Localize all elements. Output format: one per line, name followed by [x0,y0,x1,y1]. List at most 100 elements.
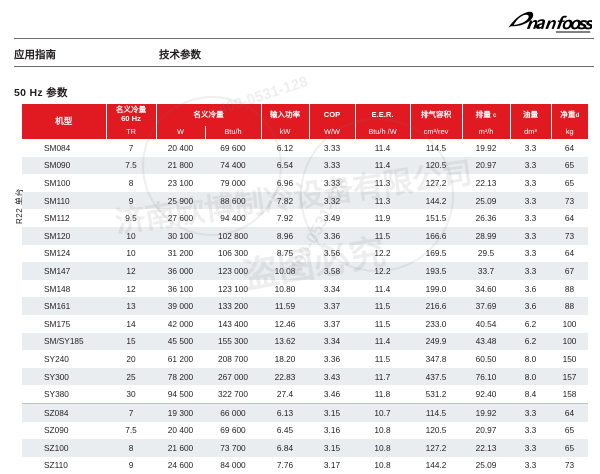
cell-eer: 11.7 [355,367,410,386]
table-row[interactable]: SY240 20 61 200 208 700 18.20 3.36 11.5 347.8 60… [22,350,588,368]
cell-eer: 11.3 [355,191,410,210]
cell-kw: 8.75 [276,248,294,259]
cell-tr: 10 [126,248,136,259]
cell-model: SM090 [22,156,106,175]
cell-oil: 3.6 [510,297,551,315]
cell-tr: 9 [106,191,156,210]
cell-kw: 27.4 [276,389,294,400]
cell-disp: 25.09 [462,191,510,210]
table-row[interactable]: SM110 9 25 900 88 600 7.82 3.32 11.3 144.2 25.09… [22,191,588,210]
table-row[interactable]: SM090 7.5 21 800 74 400 6.54 3.33 11.4 120.5 20.… [22,156,588,175]
cell-tr: 12 [106,262,156,280]
th-nominal-capacity-60hz-l1: 名义冷量 [115,105,147,115]
cell-vol: 233.0 [425,318,447,329]
table-row[interactable]: SM/SY185 15 45 500 155 300 13.62 3.34 11.4 249.… [22,332,588,351]
cell-kw: 7.82 [261,191,309,210]
cell-disp: 43.48 [462,332,510,351]
cell-kg: 150 [562,353,577,364]
document-header: 应用指南 技术参数 [0,0,600,68]
cell-w: 39 000 [156,297,205,315]
cell-tr: 14 [126,318,136,329]
th-unit-btuh: Btu/h [205,126,262,139]
cell-eer: 12.2 [374,248,391,259]
cell-disp: 29.5 [477,248,495,259]
th-unit-btuhw: Btu/h /W [355,126,411,139]
cell-btu: 69 600 [220,142,246,153]
cell-oil: 3.3 [524,248,537,259]
cell-kw: 10.80 [274,283,296,294]
table-row[interactable]: SM124 10 31 200 106 300 8.75 3.56 12.2 169.5 29.… [22,245,588,263]
table-row[interactable]: SM100 8 23 100 79 000 6.96 3.33 11.3 127.2 22.13… [22,174,588,192]
cell-kw: 6.84 [261,439,309,457]
cell-model: SM120 [22,226,106,245]
table-row[interactable]: SZ090 7.5 20 400 69 600 6.45 3.16 10.8 120.5 20.… [22,422,588,440]
cell-kg: 157 [551,367,588,386]
cell-cop: 3.49 [323,213,341,224]
cell-w: 23 100 [167,177,194,188]
table-row[interactable]: SZ084 7 19 300 66 000 6.13 3.15 10.7 114.5 19.92… [22,402,588,422]
cell-cop: 3.37 [323,318,341,329]
cell-disp: 25.09 [475,460,497,471]
cell-vol: 347.8 [425,353,447,364]
cell-cop: 3.36 [323,353,341,364]
cell-vol: 249.9 [410,332,462,351]
cell-vol: 127.2 [425,177,447,188]
cell-kg: 64 [564,142,575,153]
table-row[interactable]: SY300 25 78 200 267 000 22.83 3.43 11.7 437.5 76… [22,367,588,386]
th-nominal-capacity: 名义冷量 [156,104,262,126]
cell-cop: 3.34 [309,332,355,351]
table-row[interactable]: SY380 30 94 500 322 700 27.4 3.46 11.8 531.2 92.… [22,385,588,403]
table-row[interactable]: SM112 9.5 27 600 94 400 7.92 3.49 11.9 151.5 26.… [22,209,588,227]
cell-cop: 3.56 [323,248,341,259]
cell-cop: 3.17 [323,460,341,471]
danfoss-logo [504,8,592,34]
cell-oil: 3.3 [510,226,551,245]
th-oil-charge: 油量 [510,104,552,126]
cell-kg: 73 [564,460,575,471]
table-row[interactable]: SM175 14 42 000 143 400 12.46 3.37 11.5 233.0 40… [22,315,588,333]
cell-oil: 3.3 [524,213,537,224]
cell-eer: 11.9 [374,213,391,224]
table-row[interactable]: SM120 10 30 100 102 800 8.96 3.36 11.5 166.6 28.… [22,226,588,245]
table-row[interactable]: SM148 12 36 100 123 100 10.80 3.34 11.4 199.0 34… [22,280,588,298]
table-header-row-units: TR W Btu/h kW W/W Btu/h /W cm³/rev m³/h … [22,126,588,139]
cell-tr: 15 [106,332,156,351]
cell-oil: 3.3 [524,425,537,436]
cell-kg: 65 [551,439,588,457]
cell-kg: 88 [564,283,575,294]
cell-cop: 3.36 [309,226,355,245]
table-row[interactable]: SZ110 9 24 600 84 000 7.76 3.17 10.8 144.2 25.09… [22,457,588,474]
table-row[interactable]: SZ100 8 21 600 73 700 6.84 3.15 10.8 127.2 22.13… [22,439,588,457]
cell-w: 20 400 [167,425,194,436]
cell-kw: 10.08 [261,262,309,280]
cell-eer: 10.8 [374,460,391,471]
table-row[interactable]: SM161 13 39 000 133 200 11.59 3.37 11.5 216.6 37… [22,297,588,315]
cell-tr: 8 [106,439,156,457]
cell-tr: 13 [106,297,156,315]
th-net-weight-footnote: d [575,111,580,119]
th-displacement: 排量 c [462,104,511,126]
cell-w: 30 100 [156,226,205,245]
table-body: SM084 7 20 400 69 600 6.12 3.33 11.4 114.5 19.92… [22,139,588,474]
cell-vol: 120.5 [425,425,447,436]
cell-btu: 155 300 [205,332,261,351]
cell-model: SZ090 [44,425,69,436]
cell-oil: 3.3 [510,262,551,280]
table-row[interactable]: SM147 12 36 000 123 000 10.08 3.58 12.2 193.5 33… [22,262,588,280]
page-title: 50 Hz 参数 [14,87,68,99]
cell-model: SM084 [44,142,71,153]
th-nominal-capacity-60hz: 名义冷量 60 Hz [106,104,157,126]
table-row[interactable]: SM084 7 20 400 69 600 6.12 3.33 11.4 114.5 19.92… [22,139,588,157]
th-displacement-label: 排量 [475,109,491,119]
cell-w: 25 900 [156,191,205,210]
th-nominal-capacity-60hz-l2: 60 Hz [121,114,141,123]
cell-kw: 11.59 [261,297,309,315]
cell-kg: 100 [551,332,588,351]
cell-btu: 123 100 [218,283,248,294]
cell-kw: 13.62 [261,332,309,351]
cell-model: SZ100 [22,439,106,457]
th-net-weight-label: 净重 [560,109,576,119]
cell-vol: 169.5 [425,248,447,259]
cell-w: 36 100 [167,283,194,294]
cell-oil: 8.4 [524,389,537,400]
